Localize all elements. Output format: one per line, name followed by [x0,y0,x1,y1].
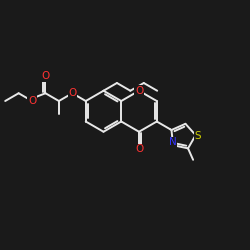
Text: O: O [28,96,36,106]
Text: O: O [135,86,143,96]
Text: O: O [68,88,76,98]
Text: N: N [169,137,177,147]
Text: O: O [41,71,50,81]
Text: S: S [195,132,202,141]
Text: O: O [135,144,143,154]
